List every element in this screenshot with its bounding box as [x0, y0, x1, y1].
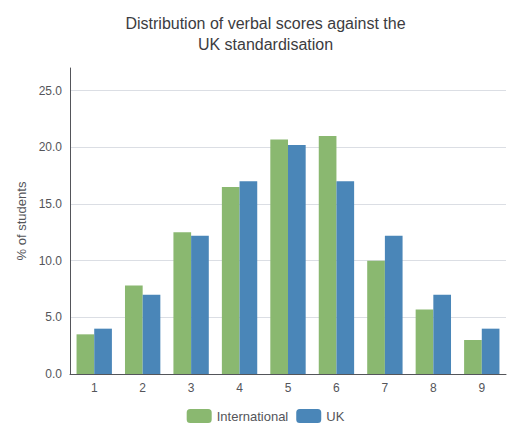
svg-text:UK standardisation: UK standardisation — [198, 36, 333, 53]
svg-text:10.0: 10.0 — [39, 254, 63, 268]
svg-text:6: 6 — [333, 381, 340, 395]
svg-text:Distribution of verbal scores: Distribution of verbal scores against th… — [125, 15, 405, 32]
svg-text:20.0: 20.0 — [39, 140, 63, 154]
svg-text:9: 9 — [478, 381, 485, 395]
svg-text:25.0: 25.0 — [39, 84, 63, 98]
svg-text:4: 4 — [236, 381, 243, 395]
svg-text:0.0: 0.0 — [45, 367, 62, 381]
svg-text:8: 8 — [430, 381, 437, 395]
svg-text:5: 5 — [285, 381, 292, 395]
svg-text:1: 1 — [91, 381, 98, 395]
svg-text:International: International — [217, 409, 289, 424]
svg-text:2: 2 — [139, 381, 146, 395]
svg-text:3: 3 — [188, 381, 195, 395]
svg-text:5.0: 5.0 — [45, 310, 62, 324]
svg-text:15.0: 15.0 — [39, 197, 63, 211]
svg-text:% of students: % of students — [14, 181, 29, 260]
svg-text:UK: UK — [326, 409, 344, 424]
svg-text:7: 7 — [382, 381, 389, 395]
